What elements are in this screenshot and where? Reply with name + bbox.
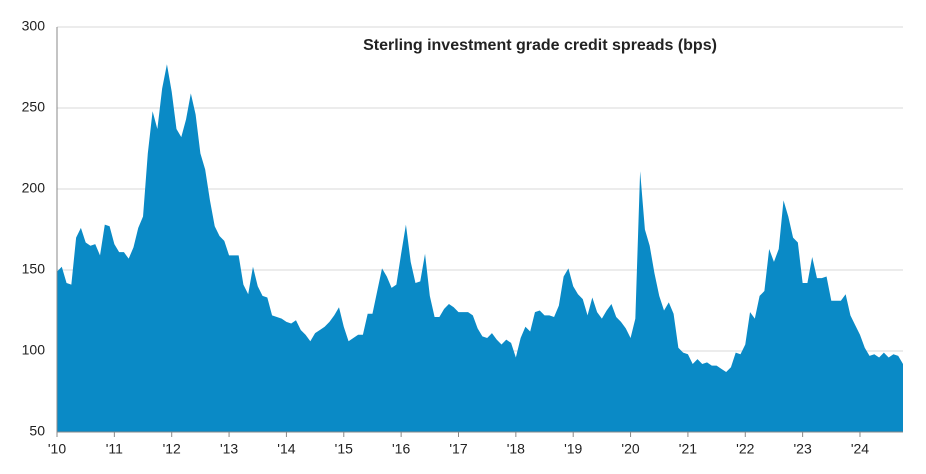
x-tick-label: '14 xyxy=(277,441,295,457)
x-tick-label: '10 xyxy=(48,441,66,457)
x-tick-label: '20 xyxy=(621,441,639,457)
y-tick-label: 250 xyxy=(22,99,46,115)
x-tick-label: '12 xyxy=(163,441,181,457)
y-tick-label: 200 xyxy=(22,180,46,196)
y-tick-label: 150 xyxy=(22,261,46,277)
x-tick-label: '11 xyxy=(106,441,123,457)
y-tick-label: 100 xyxy=(22,342,46,358)
x-tick-label: '16 xyxy=(392,441,410,457)
x-tick-label: '17 xyxy=(449,441,467,457)
x-tick-label: '21 xyxy=(679,441,697,457)
x-tick-label: '22 xyxy=(736,441,754,457)
x-tick-label: '24 xyxy=(851,441,869,457)
x-tick-label: '13 xyxy=(220,441,238,457)
x-tick-label: '18 xyxy=(507,441,525,457)
chart-title: Sterling investment grade credit spreads… xyxy=(363,37,717,54)
y-tick-label: 50 xyxy=(29,423,45,439)
area xyxy=(57,64,903,432)
x-tick-label: '15 xyxy=(335,441,353,457)
x-tick-label: '23 xyxy=(794,441,812,457)
y-tick-label: 300 xyxy=(22,18,46,34)
x-tick-label: '19 xyxy=(564,441,582,457)
